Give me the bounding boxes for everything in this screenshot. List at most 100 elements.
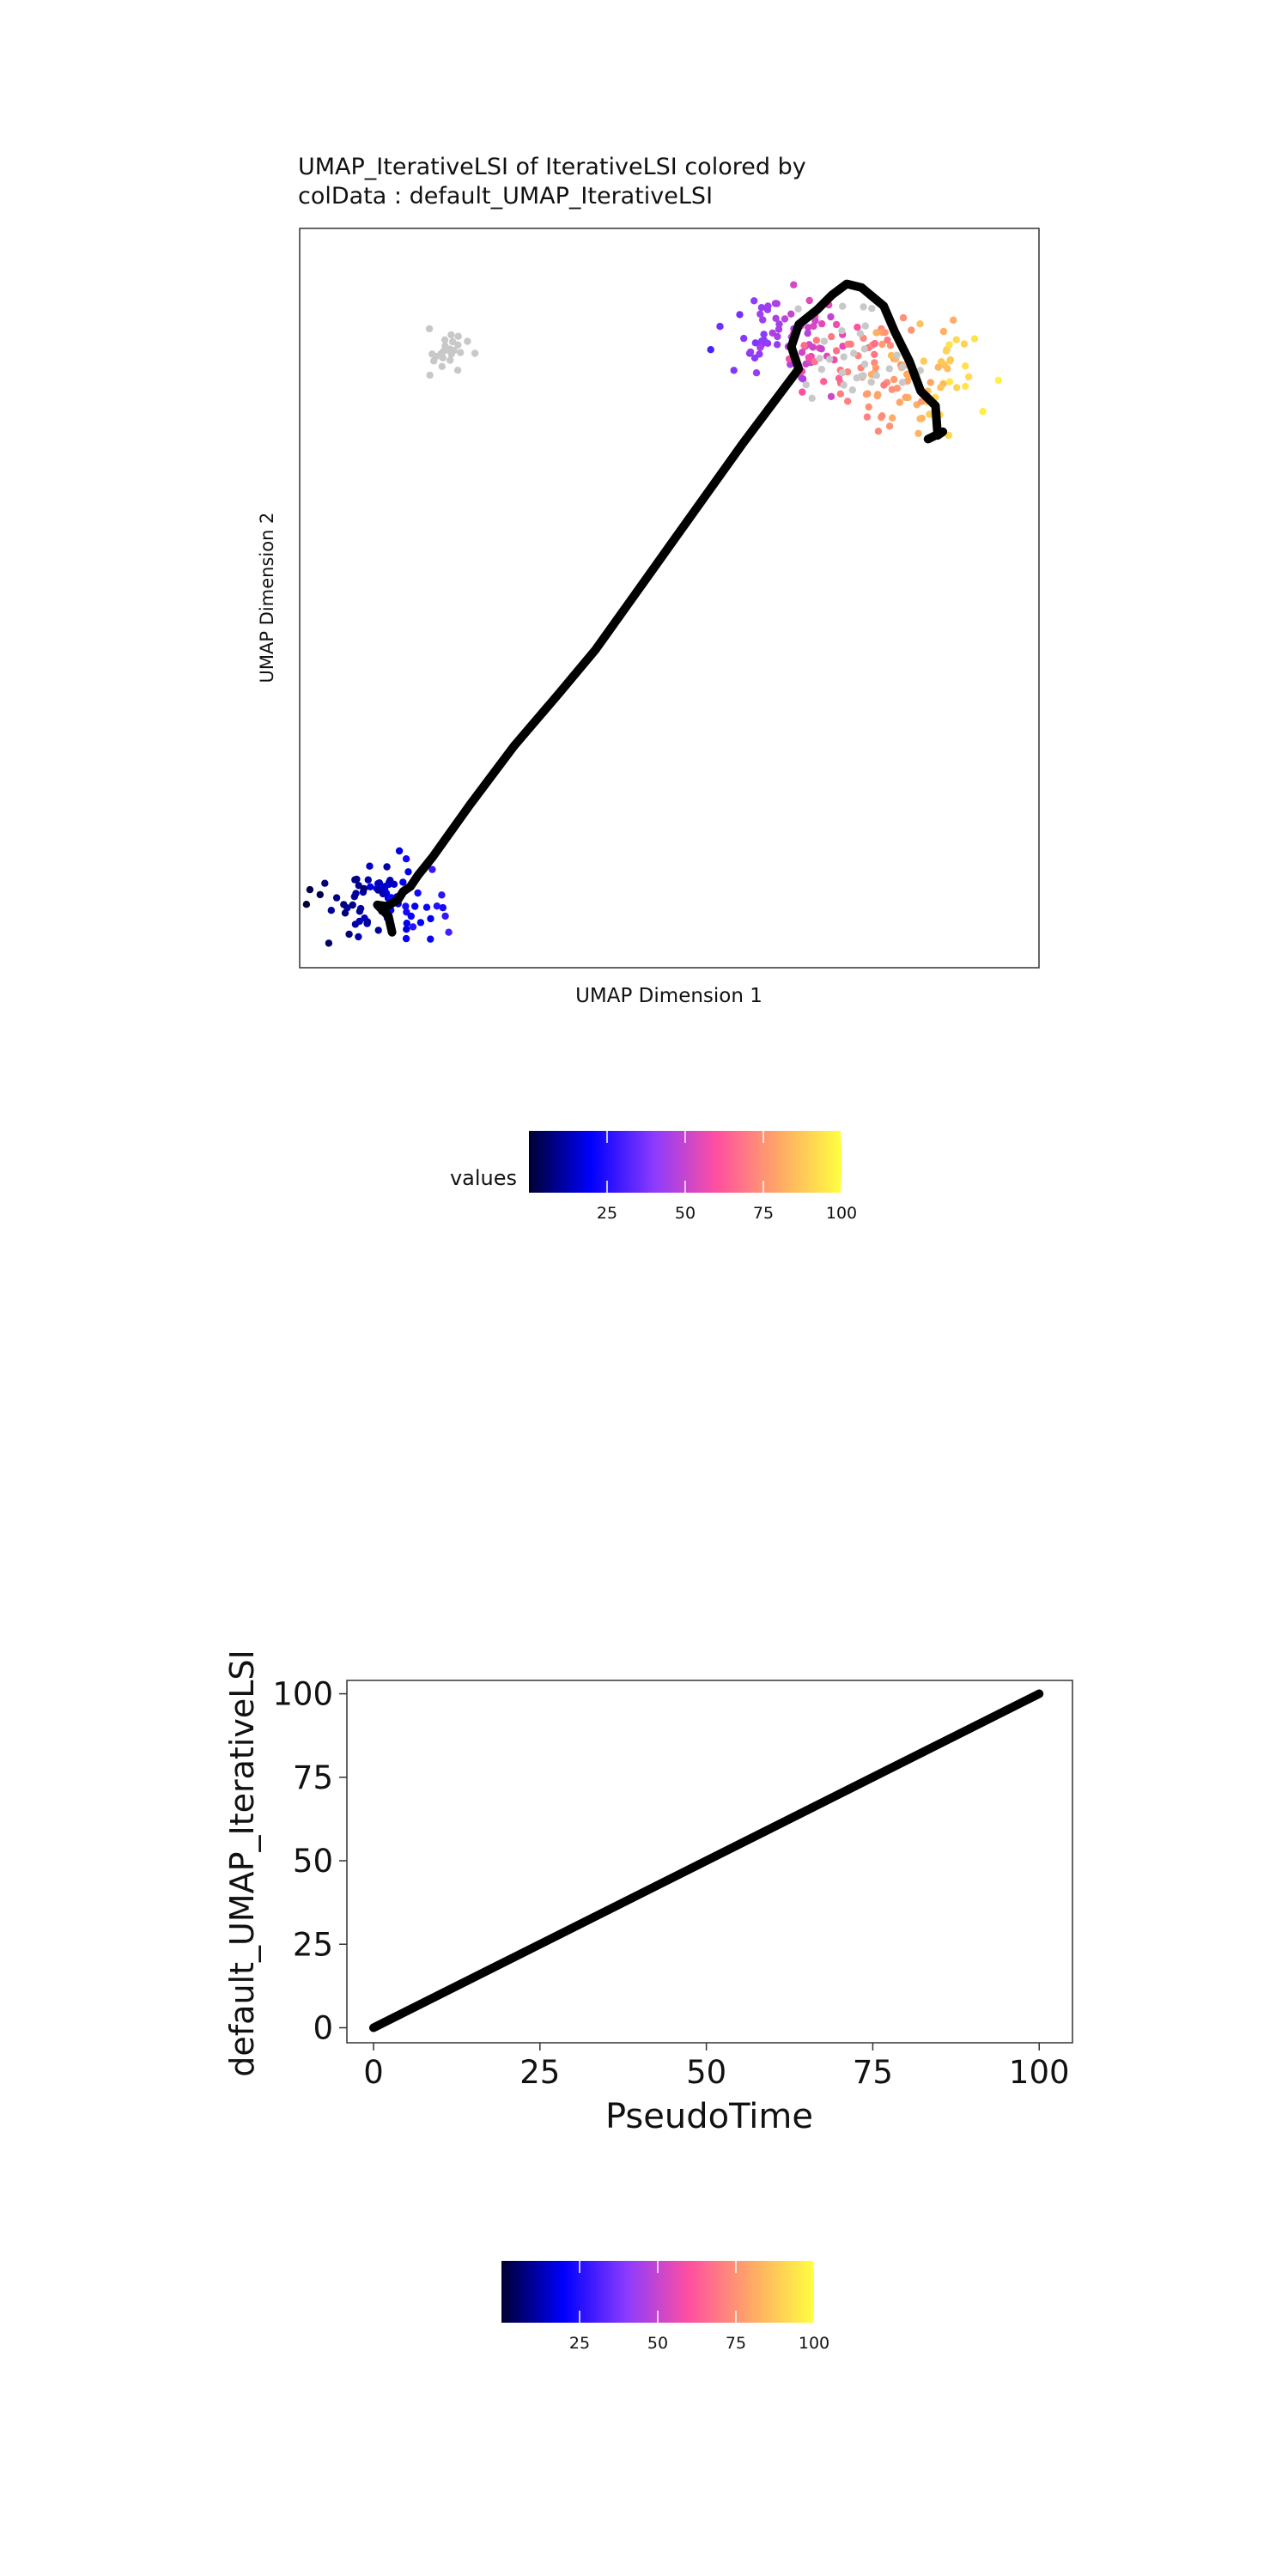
umap-point xyxy=(799,388,806,396)
pseudotime-x-tick-label: 0 xyxy=(363,2054,384,2091)
umap-point xyxy=(810,322,817,331)
umap-point xyxy=(878,340,886,349)
umap-point xyxy=(827,392,835,400)
umap-point xyxy=(411,902,419,910)
umap-point xyxy=(888,386,896,393)
umap-point xyxy=(403,920,410,927)
umap-plot-frame xyxy=(299,228,1040,969)
umap-point xyxy=(756,343,764,351)
umap-point xyxy=(916,367,924,374)
umap-point xyxy=(404,868,412,876)
umap-point xyxy=(781,315,789,323)
umap-point xyxy=(817,345,825,353)
umap-point xyxy=(302,901,311,908)
pseudotime-y-tick-label: 100 xyxy=(272,1676,333,1713)
umap-point xyxy=(805,354,812,361)
umap-point xyxy=(439,903,447,912)
umap-point xyxy=(865,403,872,411)
umap-point xyxy=(827,313,835,321)
umap-point xyxy=(447,331,455,339)
umap-point xyxy=(862,391,871,398)
umap-point xyxy=(379,890,387,898)
umap-point xyxy=(816,355,823,362)
umap-point xyxy=(787,361,794,368)
pseudotime-x-axis-label: PseudoTime xyxy=(605,2097,813,2136)
umap-point xyxy=(321,879,329,887)
umap-point xyxy=(775,325,783,333)
umap-point xyxy=(316,890,324,899)
umap-point xyxy=(409,923,417,931)
umap-point xyxy=(454,341,462,349)
umap-point xyxy=(938,358,945,366)
pseudotime-plot-frame xyxy=(346,1680,1073,2044)
umap-point xyxy=(908,326,915,334)
umap-point xyxy=(916,320,924,328)
umap-point xyxy=(952,336,961,343)
umap-point xyxy=(868,305,876,313)
umap-point xyxy=(757,304,766,312)
umap-point xyxy=(884,336,891,344)
umap-point xyxy=(804,329,811,337)
umap-point xyxy=(457,349,465,356)
umap-point xyxy=(838,327,846,335)
umap-point xyxy=(403,926,410,933)
umap-point xyxy=(752,369,761,377)
umap-point xyxy=(856,330,864,337)
umap-point xyxy=(886,342,895,349)
umap-point xyxy=(890,375,898,384)
umap-point xyxy=(860,303,867,311)
umap-point xyxy=(844,398,852,405)
pseudotime-x-tick-label: 100 xyxy=(1009,2054,1070,2091)
umap-title-line2: colData : default_UMAP_IterativeLSI xyxy=(298,183,713,210)
pseudotime-y-tick-label: 75 xyxy=(293,1759,333,1796)
umap-point xyxy=(914,429,922,437)
umap-point xyxy=(828,332,835,341)
umap-point xyxy=(946,355,955,364)
umap-point xyxy=(920,357,928,365)
umap-point xyxy=(386,877,394,885)
umap-point xyxy=(812,337,821,344)
umap-point xyxy=(860,372,867,380)
umap-point xyxy=(799,375,807,383)
umap-point xyxy=(994,376,1003,385)
umap-point xyxy=(861,322,869,330)
umap-point xyxy=(366,862,374,870)
umap-point xyxy=(773,341,781,349)
umap-point xyxy=(383,863,391,871)
umap-point xyxy=(944,365,951,373)
umap-point xyxy=(902,393,909,401)
umap-point xyxy=(817,319,826,328)
umap-point xyxy=(332,894,341,902)
umap-point xyxy=(850,349,858,357)
umap-point xyxy=(820,378,828,386)
umap-point xyxy=(832,320,841,329)
umap-point xyxy=(854,323,861,331)
umap-point xyxy=(428,350,436,358)
umap-point xyxy=(960,340,969,348)
umap-point xyxy=(764,302,772,310)
umap-point xyxy=(422,903,431,911)
umap-point xyxy=(438,362,446,370)
umap-colorbar-tick-label: 25 xyxy=(597,1204,617,1223)
umap-point xyxy=(950,316,957,324)
umap-point xyxy=(441,912,449,920)
umap-point xyxy=(840,381,848,389)
umap-colorbar-label: values xyxy=(450,1166,517,1190)
umap-point xyxy=(937,384,945,392)
umap-point xyxy=(374,927,382,934)
umap-point xyxy=(787,310,795,318)
umap-colorbar: values 25 50 75 100 xyxy=(450,1131,857,1223)
pseudotime-x-tick-label: 75 xyxy=(853,2054,893,2091)
umap-point xyxy=(399,878,407,886)
umap-point xyxy=(848,386,856,394)
umap-point xyxy=(440,336,449,343)
umap-point xyxy=(885,365,894,373)
umap-chart: UMAP_IterativeLSI of IterativeLSI colore… xyxy=(257,154,1040,1223)
umap-point xyxy=(763,339,772,347)
umap-point xyxy=(416,919,425,927)
pseudotime-colorbar: 25 50 75 100 xyxy=(501,2261,829,2353)
umap-point xyxy=(871,339,878,348)
umap-point xyxy=(751,339,759,347)
umap-trajectory-line xyxy=(373,279,948,937)
umap-point xyxy=(773,300,781,307)
